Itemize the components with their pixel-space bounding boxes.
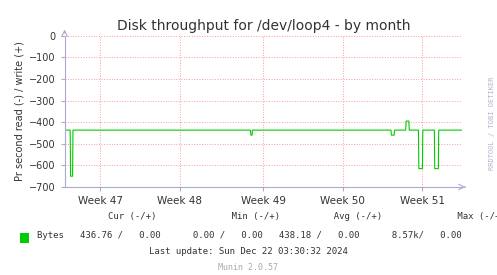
Text: Munin 2.0.57: Munin 2.0.57 [219,263,278,271]
Text: Last update: Sun Dec 22 03:30:32 2024: Last update: Sun Dec 22 03:30:32 2024 [149,248,348,256]
Text: Cur (-/+)              Min (-/+)          Avg (-/+)              Max (-/+): Cur (-/+) Min (-/+) Avg (-/+) Max (-/+) [65,212,497,221]
Text: Bytes   436.76 /   0.00      0.00 /   0.00   438.18 /   0.00      8.57k/   0.00: Bytes 436.76 / 0.00 0.00 / 0.00 438.18 /… [37,231,462,240]
Title: Disk throughput for /dev/loop4 - by month: Disk throughput for /dev/loop4 - by mont… [117,19,410,33]
Y-axis label: Pr second read (-) / write (+): Pr second read (-) / write (+) [15,42,25,181]
Text: RRDTOOL / TOBI OETIKER: RRDTOOL / TOBI OETIKER [489,77,495,170]
